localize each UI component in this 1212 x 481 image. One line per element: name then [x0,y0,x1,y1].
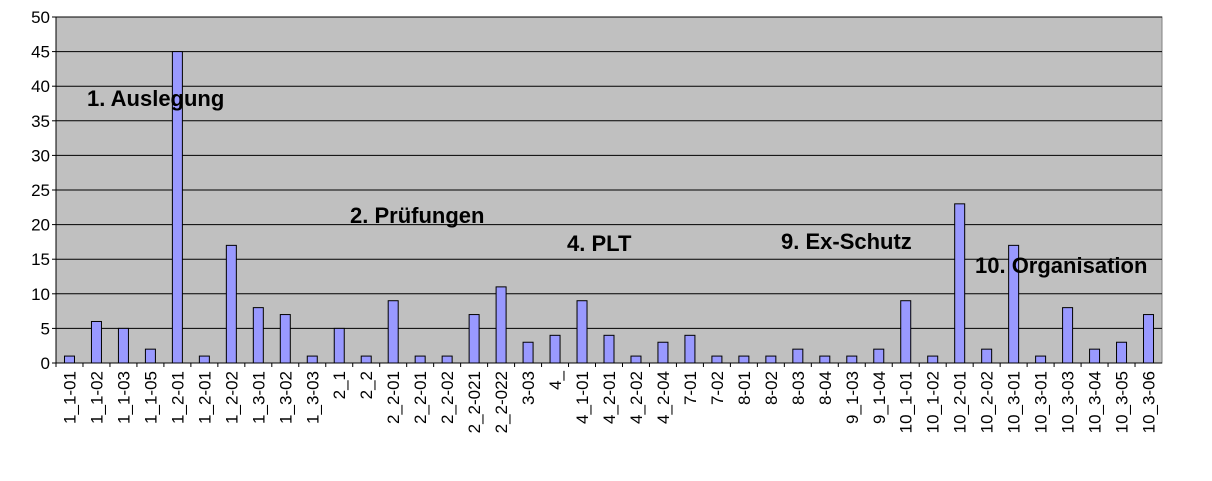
x-tick-label: 10_2-01 [951,371,970,433]
bar [306,355,318,364]
x-tick-label: 10_3-06 [1140,371,1159,433]
annotation: 4. PLT [567,231,632,256]
x-tick-label: 8-04 [816,371,835,405]
annotation: 1. Auslegung [87,86,224,111]
annotation: 10. Organisation [975,253,1147,278]
x-tick-label: 2_1 [330,371,349,399]
x-tick-label: 8-03 [789,371,808,405]
x-tick-label: 10_1-01 [897,371,916,433]
bar [495,286,507,364]
bar [63,355,75,364]
bar [576,300,588,364]
bar [252,307,264,364]
bar [387,300,399,364]
x-tick-label: 1_1-05 [141,371,160,424]
x-tick-label: 1_1-02 [87,371,106,424]
y-tick-label: 20 [31,216,50,235]
x-tick-label: 10_3-01 [1032,371,1051,433]
x-tick-label: 4_1-01 [573,371,592,424]
bar [414,355,426,364]
x-tick-label: 4_2-02 [627,371,646,424]
x-tick-label: 10_1-02 [924,371,943,433]
y-tick-label: 10 [31,285,50,304]
bar [738,355,750,364]
x-tick-label: 7-01 [681,371,700,405]
bar [900,300,912,364]
x-tick-label: 2_2-022 [492,371,511,433]
x-tick-label: 3-03 [519,371,538,405]
bar [657,341,669,364]
x-tick-label: 8-02 [762,371,781,405]
bar [1062,307,1074,364]
bar [360,355,372,364]
annotation: 2. Prüfungen [350,203,484,228]
x-tick-label: 2_2-01 [411,371,430,424]
x-tick-label: 1_2-01 [195,371,214,424]
x-tick-label: 7-02 [708,371,727,405]
x-tick-label: 1_3-01 [249,371,268,424]
x-tick-label: 1_3-02 [276,371,295,424]
bar [522,341,534,364]
bar [792,348,804,364]
bar [1143,314,1155,364]
y-tick-label: 45 [31,43,50,62]
x-tick-label: 1_3-03 [303,371,322,424]
bar [927,355,939,364]
bar [1089,348,1101,364]
y-tick-label: 35 [31,112,50,131]
annotation: 9. Ex-Schutz [781,229,912,254]
bar [333,327,345,364]
x-tick-label: 4_ [546,370,565,389]
x-tick-label: 10_3-04 [1086,371,1105,433]
x-tick-label: 4_2-04 [654,371,673,424]
x-tick-label: 4_2-01 [600,371,619,424]
bar [117,327,129,364]
bar [1035,355,1047,364]
bar [549,334,561,364]
x-tick-label: 1_2-02 [222,371,241,424]
x-tick-label: 1_1-01 [60,371,79,424]
x-tick-label: 1_1-03 [114,371,133,424]
bar [441,355,453,364]
bar [819,355,831,364]
bar [1116,341,1128,364]
x-tick-label: 10_2-02 [978,371,997,433]
x-tick-label: 9_1-04 [870,371,889,424]
bar [765,355,777,364]
x-tick-label: 1_2-01 [168,371,187,424]
x-tick-label: 2_2-021 [465,371,484,433]
x-tick-label: 2_2-01 [384,371,403,424]
bar [846,355,858,364]
y-tick-label: 30 [31,146,50,165]
bar [90,320,102,364]
bar [873,348,885,364]
x-tick-label: 9_1-03 [843,371,862,424]
y-tick-label: 40 [31,77,50,96]
y-tick-label: 5 [41,319,50,338]
bar [630,355,642,364]
bar [225,244,237,364]
y-tick-label: 25 [31,181,50,200]
y-tick-label: 50 [31,8,50,27]
bar [603,334,615,364]
x-tick-label: 10_3-01 [1005,371,1024,433]
y-tick-label: 15 [31,250,50,269]
bar [144,348,156,364]
bar [279,314,291,364]
bar [711,355,723,364]
bar [198,355,210,364]
bar [684,334,696,364]
x-tick-label: 2_2-02 [438,371,457,424]
y-tick-label: 0 [41,354,50,373]
x-tick-label: 10_3-03 [1059,371,1078,433]
bar [981,348,993,364]
x-tick-label: 2_2 [357,371,376,399]
bar [954,203,966,364]
x-tick-label: 8-01 [735,371,754,405]
bar [468,314,480,364]
x-tick-label: 10_3-05 [1113,371,1132,433]
